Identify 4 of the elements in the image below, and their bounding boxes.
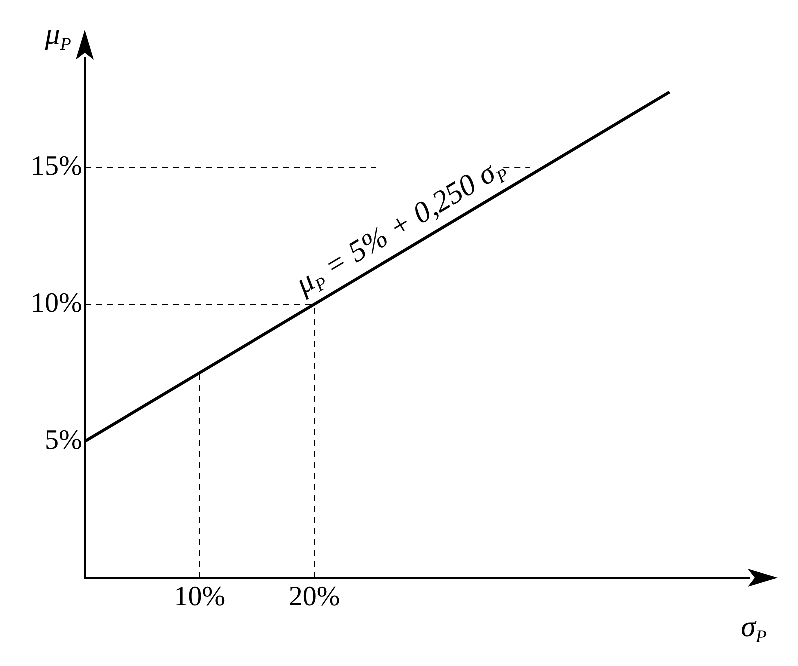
y-tick-label: 5%: [44, 424, 82, 456]
x-tick-label: 20%: [288, 582, 340, 613]
y-tick-label: 10%: [30, 288, 82, 319]
y-tick-label: 15%: [30, 150, 82, 182]
